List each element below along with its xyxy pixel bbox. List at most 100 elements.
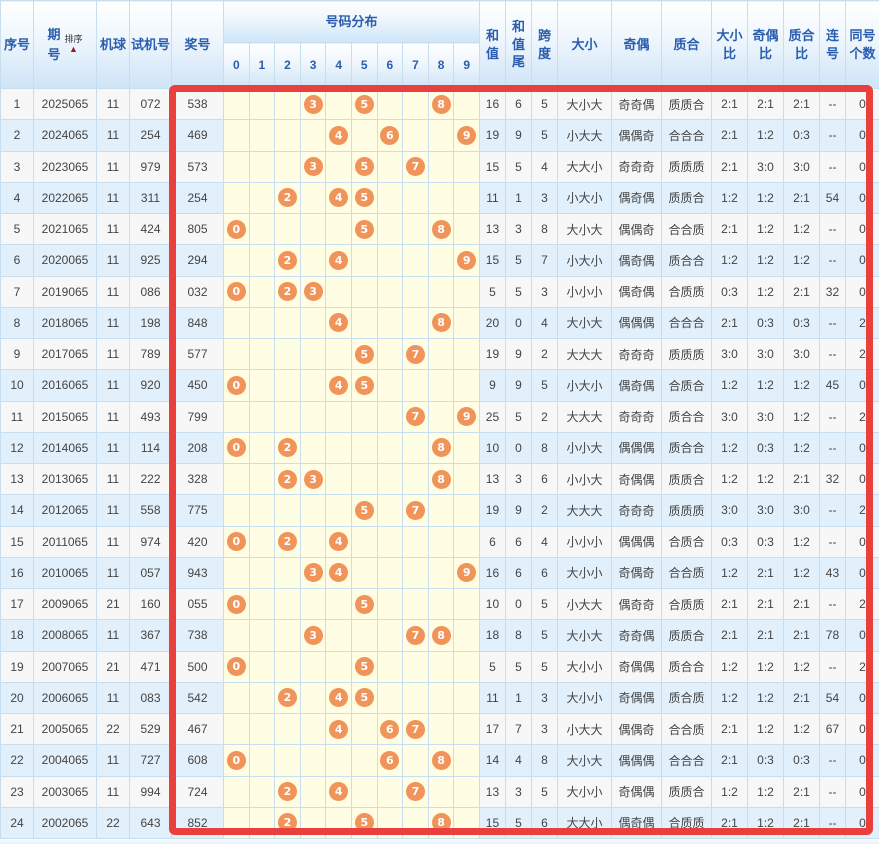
cell-period: 2007065 [33, 650, 97, 683]
cell-span: 3 [530, 181, 558, 215]
cell-prime-ratio: 2:1 [782, 775, 820, 808]
cell-prime-ratio: 2:1 [782, 462, 820, 496]
cell-seq: 22 [0, 744, 34, 777]
cell-dist-8 [427, 400, 455, 433]
cell-parity-ratio: 3:0 [746, 150, 784, 183]
cell-parity-ratio: 2:1 [746, 587, 784, 621]
cell-dist-2: 2 [274, 525, 301, 558]
cell-same-count: 0 [844, 87, 879, 121]
number-ball: 5 [354, 188, 374, 208]
number-ball: 5 [354, 688, 374, 708]
table-header: 序号 期 号 排序 ▲ 机球 试机号 奖号 [0, 0, 879, 89]
cell-dist-6 [376, 337, 404, 371]
cell-dist-9 [453, 619, 480, 652]
cell-dist-9 [453, 431, 480, 465]
cell-parity-ratio: 1:2 [746, 275, 784, 308]
cell-same-count: 0 [844, 119, 879, 152]
cell-sum-tail: 0 [504, 431, 532, 465]
number-ball: 9 [457, 125, 477, 145]
cell-consecutive: -- [818, 244, 846, 277]
cell-machine: 11 [96, 150, 130, 183]
cell-test-no: 198 [129, 306, 172, 340]
cell-dist-1 [248, 712, 276, 746]
cell-size: 小大小 [556, 244, 612, 277]
cell-span: 3 [530, 712, 558, 746]
cell-machine: 11 [96, 775, 130, 808]
cell-span: 8 [530, 744, 558, 777]
cell-dist-3 [299, 306, 327, 340]
cell-prime-ratio: 2:1 [782, 87, 820, 121]
cell-dist-0 [223, 306, 250, 340]
cell-dist-4: 4 [325, 181, 352, 215]
cell-dist-8 [427, 650, 455, 683]
cell-test-no: 471 [129, 650, 172, 683]
table-row: 24 2002065 22 643 852 2 5 8 15 5 6 大大小 偶奇偶 合质质 2:1 1:2 2… [0, 806, 879, 840]
cell-dist-3 [299, 744, 327, 777]
cell-sum-tail: 5 [504, 275, 532, 308]
cell-dist-9 [453, 462, 480, 496]
cell-sum: 18 [478, 619, 506, 652]
cell-dist-9 [453, 775, 480, 808]
cell-test-no: 254 [129, 119, 172, 152]
cell-sum-tail: 5 [504, 400, 532, 433]
cell-dist-7: 7 [402, 619, 429, 652]
cell-parity: 偶偶奇 [610, 712, 662, 746]
cell-dist-1 [248, 181, 276, 215]
cell-sum-tail: 5 [504, 244, 532, 277]
cell-dist-3 [299, 650, 327, 683]
cell-dist-2 [274, 587, 301, 621]
table-row: 19 2007065 21 471 500 0 5 5 5 5 大小小 奇偶偶 质合合 1:2 1:2 1:2… [0, 650, 879, 683]
cell-size-ratio: 1:2 [710, 431, 748, 465]
number-ball: 7 [405, 500, 425, 520]
table-row: 6 2020065 11 925 294 2 4 9 15 5 7 小大小 偶奇偶 质合合 1:2 1:2 1:… [0, 244, 879, 277]
cell-sum: 15 [478, 806, 506, 840]
cell-dist-5 [350, 619, 378, 652]
cell-prize-no: 577 [171, 337, 224, 371]
cell-seq: 16 [0, 556, 34, 590]
cell-dist-9 [453, 275, 480, 308]
cell-period: 2013065 [33, 462, 97, 496]
number-ball: 2 [277, 469, 297, 489]
cell-seq: 10 [0, 369, 34, 402]
cell-prize-no: 538 [171, 87, 224, 121]
cell-dist-6 [376, 556, 404, 590]
cell-prime-ratio: 1:2 [782, 712, 820, 746]
number-ball: 2 [277, 813, 297, 833]
cell-prize-no: 254 [171, 181, 224, 215]
cell-prime: 质合合 [660, 431, 712, 465]
cell-prize-no: 450 [171, 369, 224, 402]
cell-sum-tail: 9 [504, 369, 532, 402]
cell-prime-ratio: 1:2 [782, 212, 820, 246]
cell-test-no: 086 [129, 275, 172, 308]
cell-span: 3 [530, 275, 558, 308]
cell-sum-tail: 6 [504, 556, 532, 590]
cell-dist-6 [376, 150, 404, 183]
cell-dist-7: 7 [402, 337, 429, 371]
number-ball: 3 [303, 625, 323, 645]
table-body: 1 2025065 11 072 538 3 5 8 16 6 5 大小大 奇奇偶 质质合 2:1 2:1 2:… [0, 87, 879, 840]
cell-seq: 17 [0, 587, 34, 621]
cell-dist-7 [402, 87, 429, 121]
cell-dist-6 [376, 775, 404, 808]
sort-control[interactable]: 排序 ▲ [65, 35, 83, 54]
cell-dist-6 [376, 525, 404, 558]
cell-prize-no: 943 [171, 556, 224, 590]
cell-dist-0 [223, 181, 250, 215]
cell-seq: 19 [0, 650, 34, 683]
cell-dist-5 [350, 306, 378, 340]
cell-machine: 11 [96, 400, 130, 433]
cell-dist-6 [376, 244, 404, 277]
cell-dist-0: 0 [223, 525, 250, 558]
cell-test-no: 979 [129, 150, 172, 183]
cell-prime-ratio: 2:1 [782, 619, 820, 652]
number-ball: 2 [277, 532, 297, 552]
cell-sum: 9 [478, 369, 506, 402]
table-row: 1 2025065 11 072 538 3 5 8 16 6 5 大小大 奇奇偶 质质合 2:1 2:1 2:… [0, 87, 879, 121]
cell-seq: 6 [0, 244, 34, 277]
cell-dist-9 [453, 181, 480, 215]
table-row: 21 2005065 22 529 467 4 6 7 17 7 3 小大大 偶偶奇 合合质 2:1 1:2 1… [0, 712, 879, 746]
cell-dist-7: 7 [402, 400, 429, 433]
cell-prime-ratio: 2:1 [782, 806, 820, 840]
cell-parity-ratio: 1:2 [746, 369, 784, 402]
